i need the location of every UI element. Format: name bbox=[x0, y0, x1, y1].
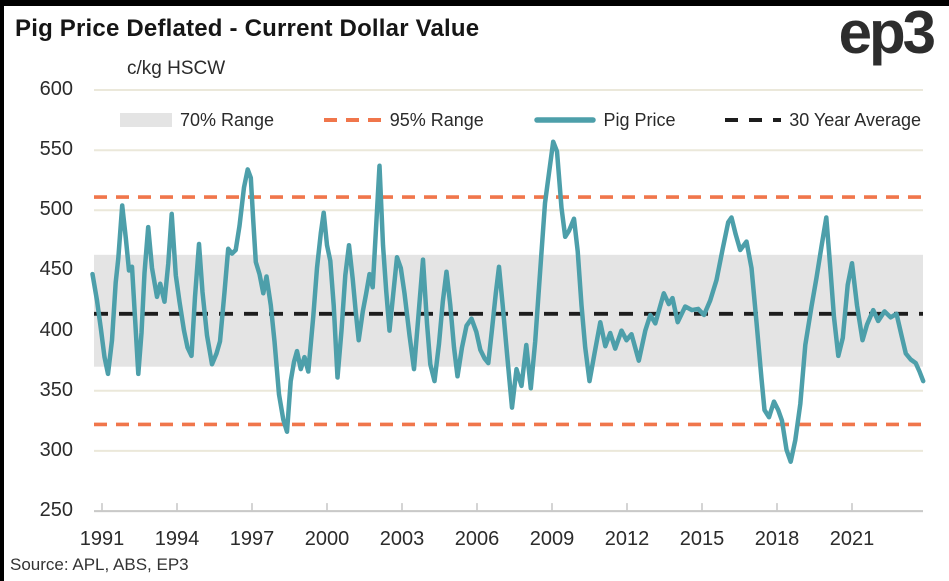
y-axis-tick-label: 500 bbox=[39, 198, 73, 220]
x-axis-tick-label: 1991 bbox=[79, 528, 125, 550]
legend-label: Pig Price bbox=[603, 109, 676, 130]
x-axis-tick-label: 2003 bbox=[379, 528, 425, 550]
legend-swatch-dashed-black-icon bbox=[725, 118, 782, 122]
x-axis-tick-label: 2009 bbox=[529, 528, 575, 550]
y-axis-tick-label: 300 bbox=[39, 439, 73, 461]
y-axis-unit-label: c/kg HSCW bbox=[127, 58, 226, 79]
y-axis-tick-label: 350 bbox=[39, 379, 73, 401]
legend-label: 30 Year Average bbox=[789, 109, 921, 130]
legend-item-30-year-average: 30 Year Average bbox=[725, 110, 921, 131]
legend-label: 95% Range bbox=[389, 109, 484, 130]
x-axis-tick-label: 1997 bbox=[229, 528, 275, 550]
y-axis-tick-label: 550 bbox=[39, 138, 73, 160]
legend-swatch-dashed-orange-icon bbox=[323, 118, 382, 122]
x-axis-tick-label: 2015 bbox=[679, 528, 725, 550]
chart-legend: 70% Range 95% Range Pig Price 30 Year Av… bbox=[120, 107, 921, 133]
ep3-logo: ep3 bbox=[838, 0, 936, 66]
chart-plot-area bbox=[90, 89, 926, 513]
legend-item-pig-price: Pig Price bbox=[533, 109, 676, 131]
legend-item-70-range: 70% Range bbox=[120, 110, 274, 131]
y-axis-tick-label: 400 bbox=[39, 319, 73, 341]
legend-swatch-line-teal-icon bbox=[533, 117, 596, 123]
x-axis-tick-label: 2000 bbox=[304, 528, 350, 550]
y-axis-tick-label: 450 bbox=[39, 258, 73, 280]
x-axis-tick-label: 2018 bbox=[754, 528, 800, 550]
legend-item-95-range: 95% Range bbox=[323, 109, 484, 131]
x-axis-tick-label: 2012 bbox=[604, 528, 650, 550]
source-note: Source: APL, ABS, EP3 bbox=[10, 555, 189, 574]
x-axis-tick-label: 2006 bbox=[454, 528, 500, 550]
y-axis-tick-label: 600 bbox=[39, 78, 73, 100]
y-axis-tick-label: 250 bbox=[39, 499, 73, 521]
x-axis-tick-label: 2021 bbox=[829, 528, 875, 550]
page-title: Pig Price Deflated - Current Dollar Valu… bbox=[15, 15, 480, 42]
legend-swatch-band-icon bbox=[120, 113, 172, 127]
legend-label: 70% Range bbox=[180, 109, 275, 130]
x-axis-tick-label: 1994 bbox=[154, 528, 200, 550]
